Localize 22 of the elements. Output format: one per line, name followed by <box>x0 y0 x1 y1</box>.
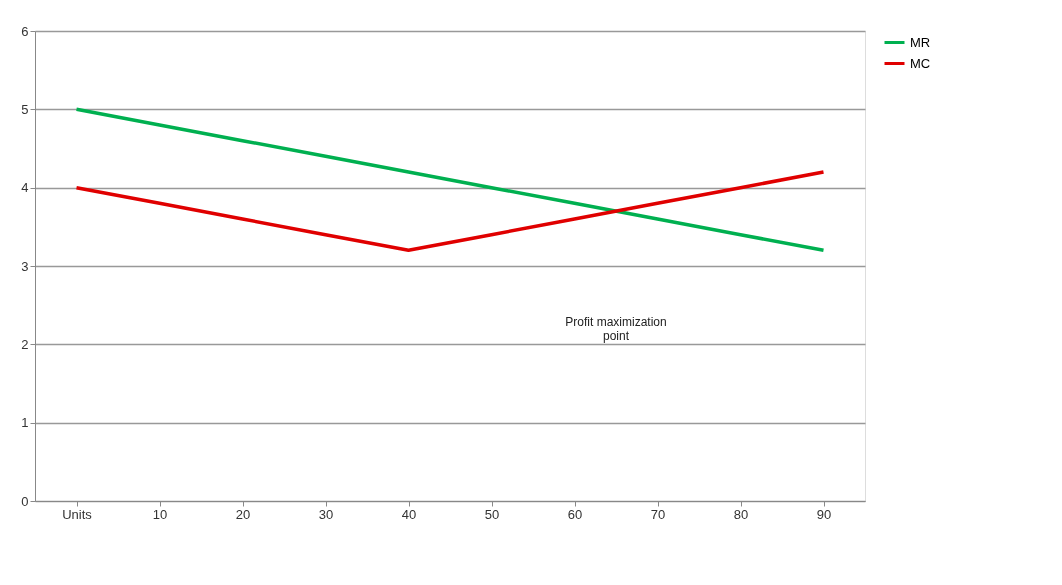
annotation: Profit maximization point <box>565 314 667 343</box>
legend-label: MC <box>910 55 931 71</box>
x-tick-label: 90 <box>816 506 832 522</box>
y-tick-label: 2 <box>21 336 29 352</box>
x-tick-label: 20 <box>235 506 251 522</box>
x-tick-label: 50 <box>484 506 500 522</box>
x-tick-label: Units <box>62 506 93 522</box>
y-tick-label: 1 <box>21 415 29 431</box>
x-tick-label: 40 <box>401 506 417 522</box>
y-tick-label: 0 <box>21 493 29 509</box>
y-tick-label: 5 <box>21 101 29 117</box>
legend-label: MR <box>910 34 931 50</box>
x-tick-label: 60 <box>567 506 583 522</box>
y-tick-label: 6 <box>21 23 29 39</box>
line-series <box>74 107 826 253</box>
line-series <box>74 170 826 253</box>
x-tick-label: 80 <box>733 506 749 522</box>
y-tick-label: 3 <box>21 258 29 274</box>
x-tick-label: 30 <box>318 506 334 522</box>
x-tick-label: 10 <box>152 506 168 522</box>
x-tick-label: 70 <box>650 506 666 522</box>
y-tick-label: 4 <box>21 180 29 196</box>
